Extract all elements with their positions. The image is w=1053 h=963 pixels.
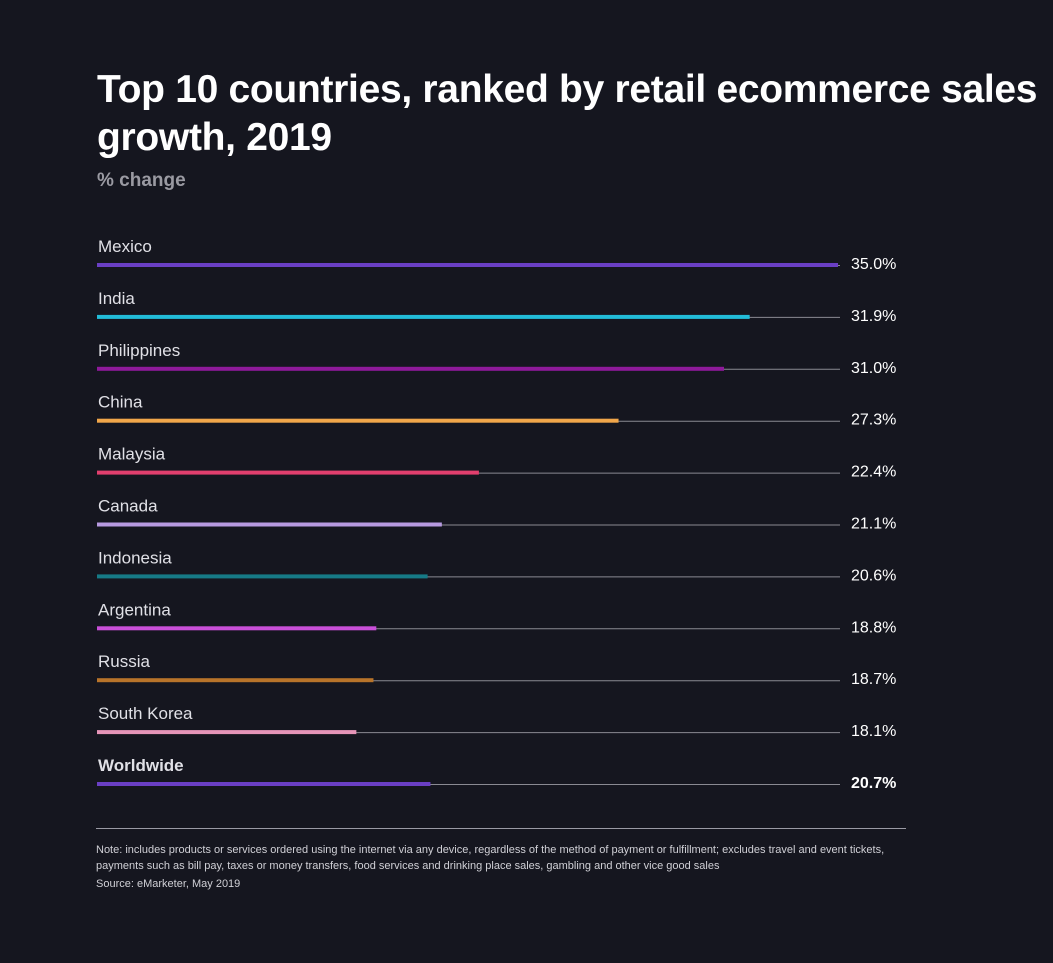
value-label: 27.3% bbox=[851, 412, 896, 429]
category-label: China bbox=[98, 393, 143, 412]
bar-philippines bbox=[97, 366, 724, 371]
category-label: Russia bbox=[98, 652, 151, 671]
chart-subtitle: % change bbox=[97, 170, 186, 191]
category-label: Worldwide bbox=[98, 756, 184, 775]
category-label: Argentina bbox=[98, 600, 171, 619]
chart-title: Top 10 countries, ranked by retail ecomm… bbox=[97, 68, 1038, 159]
bar-russia bbox=[97, 678, 374, 683]
chart-note: Note: includes products or services orde… bbox=[96, 844, 885, 872]
category-label: India bbox=[98, 289, 135, 308]
value-label: 20.6% bbox=[851, 567, 896, 584]
value-label: 21.1% bbox=[851, 516, 896, 533]
value-label: 35.0% bbox=[851, 256, 896, 273]
value-label: 18.7% bbox=[851, 671, 896, 688]
bar-worldwide bbox=[97, 782, 431, 786]
bar-south-korea bbox=[97, 730, 357, 735]
bar-argentina bbox=[97, 626, 377, 631]
value-label: 18.8% bbox=[851, 619, 896, 636]
category-label: South Korea bbox=[98, 704, 193, 723]
bar-mexico bbox=[97, 263, 838, 267]
value-label: 20.7% bbox=[851, 775, 896, 792]
category-label: Malaysia bbox=[98, 445, 166, 464]
bar-china bbox=[97, 418, 619, 423]
category-label: Indonesia bbox=[98, 548, 172, 567]
value-label: 18.1% bbox=[851, 723, 896, 740]
value-label: 31.9% bbox=[851, 308, 896, 325]
bar-malaysia bbox=[97, 470, 479, 475]
footer-divider bbox=[96, 828, 906, 829]
value-label: 31.0% bbox=[851, 360, 896, 377]
bar-india bbox=[97, 314, 750, 319]
bar-indonesia bbox=[97, 574, 428, 579]
chart-source: Source: eMarketer, May 2019 bbox=[96, 878, 241, 890]
category-label: Canada bbox=[98, 497, 158, 516]
bar-canada bbox=[97, 522, 442, 527]
category-label: Philippines bbox=[98, 341, 180, 360]
category-label: Mexico bbox=[98, 237, 152, 256]
value-label: 22.4% bbox=[851, 464, 896, 481]
bar-chart: Mexico 35.0% India 31.9% Philippines 31.0% Chi… bbox=[97, 237, 896, 792]
